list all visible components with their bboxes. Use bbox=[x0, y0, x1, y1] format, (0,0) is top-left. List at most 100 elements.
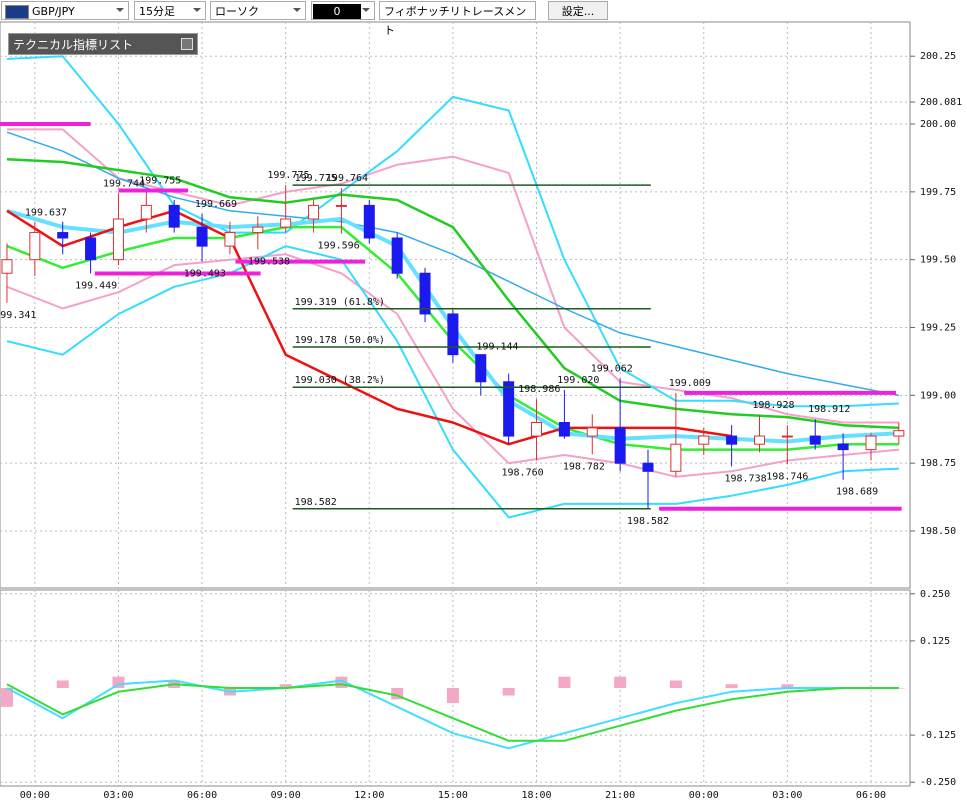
indicator-line bbox=[6, 679, 899, 750]
price-annotation: 199.493 bbox=[184, 269, 226, 280]
y-tick-label: -0.250 bbox=[920, 777, 956, 788]
x-tick-label: 03:00 bbox=[103, 790, 133, 801]
candle-body bbox=[586, 427, 598, 437]
y-tick-label: 200.25 bbox=[920, 51, 956, 62]
x-tick-label: 09:00 bbox=[271, 790, 301, 801]
price-annotation: 198.760 bbox=[502, 467, 544, 478]
candle-body bbox=[280, 218, 292, 228]
histogram-bar bbox=[446, 688, 459, 704]
x-tick-label: 21:00 bbox=[605, 790, 635, 801]
candle-body bbox=[29, 232, 41, 261]
price-annotation: 199.764 bbox=[326, 173, 368, 184]
candle-body bbox=[57, 232, 69, 239]
fib-label: 199.319 (61.8%) bbox=[295, 297, 385, 308]
candle-body bbox=[642, 462, 654, 472]
candle-body bbox=[140, 204, 152, 220]
price-annotation: 198.986 bbox=[518, 384, 560, 395]
price-annotation: 198.928 bbox=[752, 400, 794, 411]
candle-body bbox=[335, 204, 347, 207]
price-annotation: 198.689 bbox=[836, 487, 878, 498]
histogram-bar bbox=[112, 676, 125, 688]
y-tick-label: 198.75 bbox=[920, 458, 956, 469]
y-tick-label: 200.081 bbox=[920, 97, 962, 108]
chart-style-select[interactable]: ローソク bbox=[210, 1, 306, 20]
candle-body bbox=[865, 435, 877, 451]
price-annotation: 199.341 bbox=[0, 310, 36, 321]
price-annotation: 199.538 bbox=[248, 256, 290, 267]
histogram-bar bbox=[669, 680, 682, 688]
histogram-bar bbox=[335, 676, 348, 688]
candle-body bbox=[670, 443, 682, 472]
panel-frame bbox=[0, 21, 911, 589]
y-tick-label: 199.25 bbox=[920, 323, 956, 334]
candle-body bbox=[614, 427, 626, 464]
indicator-line bbox=[6, 55, 899, 408]
candle-body bbox=[196, 226, 208, 247]
price-annotation: 199.596 bbox=[318, 241, 360, 252]
timeframe-select[interactable]: 15分足 bbox=[134, 1, 206, 20]
candle-body bbox=[503, 381, 515, 437]
settings-button[interactable]: 設定... bbox=[548, 1, 608, 20]
price-annotation: 199.020 bbox=[557, 375, 599, 386]
x-tick-label: 06:00 bbox=[187, 790, 217, 801]
price-annotation: 199.009 bbox=[669, 378, 711, 389]
candle-body bbox=[558, 421, 570, 437]
candle-body bbox=[168, 204, 180, 228]
indicator-line bbox=[6, 158, 899, 430]
candle-body bbox=[753, 435, 765, 445]
indicator-line bbox=[6, 245, 899, 519]
symbol-select[interactable]: GBP/JPY bbox=[1, 1, 129, 20]
fib-label: 199.030 (38.2%) bbox=[295, 375, 385, 386]
candle-body bbox=[224, 232, 236, 247]
price-annotation: 198.738 bbox=[724, 473, 766, 484]
x-tick-label: 06:00 bbox=[856, 790, 886, 801]
histogram-bar bbox=[614, 676, 627, 688]
histogram-bar bbox=[279, 684, 292, 688]
indicator-list-title: テクニカル指標リスト bbox=[13, 38, 134, 52]
candle-body bbox=[85, 237, 97, 261]
candle-body bbox=[391, 237, 403, 274]
candle-body bbox=[837, 443, 849, 451]
x-tick-label: 12:00 bbox=[354, 790, 384, 801]
y-tick-label: 198.50 bbox=[920, 526, 956, 537]
color-select[interactable]: 0 bbox=[311, 1, 375, 20]
indicator-line bbox=[6, 683, 899, 742]
price-annotation: 199.637 bbox=[25, 208, 67, 219]
price-annotation: 199.744 bbox=[103, 178, 145, 189]
price-annotation: 199.449 bbox=[75, 281, 117, 292]
y-tick-label: -0.125 bbox=[920, 730, 956, 741]
candle-body bbox=[809, 435, 821, 445]
fib-label: 198.582 bbox=[295, 497, 337, 508]
candle-body bbox=[447, 313, 459, 356]
candle-body bbox=[531, 421, 543, 437]
candle-body bbox=[698, 435, 710, 445]
flag-icon bbox=[5, 5, 29, 19]
x-tick-label: 18:00 bbox=[521, 790, 551, 801]
price-annotation: 199.669 bbox=[195, 199, 237, 210]
price-annotation: 199.062 bbox=[591, 364, 633, 375]
candle-body bbox=[726, 435, 738, 445]
histogram-bar bbox=[725, 684, 738, 688]
y-tick-label: 199.50 bbox=[920, 255, 956, 266]
y-tick-label: 0.125 bbox=[920, 636, 950, 647]
y-tick-label: 199.75 bbox=[920, 187, 956, 198]
tool-select[interactable]: フィボナッチリトレースメント bbox=[379, 1, 536, 37]
panel-button[interactable] bbox=[181, 38, 193, 50]
histogram-bar bbox=[0, 688, 13, 707]
histogram-bar bbox=[56, 680, 69, 688]
x-tick-label: 03:00 bbox=[772, 790, 802, 801]
candle-body bbox=[1, 259, 13, 274]
y-tick-label: 199.00 bbox=[920, 390, 956, 401]
x-tick-label: 00:00 bbox=[20, 790, 50, 801]
price-annotation: 198.582 bbox=[627, 516, 669, 527]
candle-body bbox=[112, 218, 124, 261]
price-annotation: 199.144 bbox=[476, 341, 518, 352]
y-tick-label: 200.00 bbox=[920, 119, 956, 130]
y-tick-label: 0.250 bbox=[920, 589, 950, 600]
indicator-list-panel[interactable]: テクニカル指標リスト bbox=[8, 33, 198, 55]
x-tick-label: 15:00 bbox=[438, 790, 468, 801]
candle-body bbox=[363, 204, 375, 239]
fib-label: 199.178 (50.0%) bbox=[295, 335, 385, 346]
